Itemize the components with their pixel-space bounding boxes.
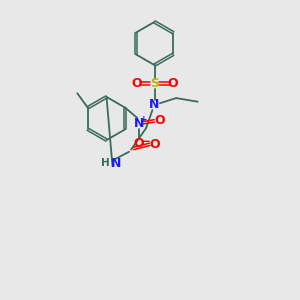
Text: O: O bbox=[134, 137, 144, 150]
Text: H: H bbox=[101, 158, 110, 168]
Text: O: O bbox=[150, 138, 160, 151]
Text: N: N bbox=[134, 117, 144, 130]
Text: N: N bbox=[111, 157, 121, 170]
Text: S: S bbox=[150, 77, 159, 90]
Text: O: O bbox=[155, 114, 165, 128]
Text: −: − bbox=[140, 135, 150, 148]
Text: O: O bbox=[131, 77, 142, 90]
Text: O: O bbox=[167, 77, 178, 90]
Text: N: N bbox=[149, 98, 160, 111]
Text: +: + bbox=[140, 115, 148, 124]
